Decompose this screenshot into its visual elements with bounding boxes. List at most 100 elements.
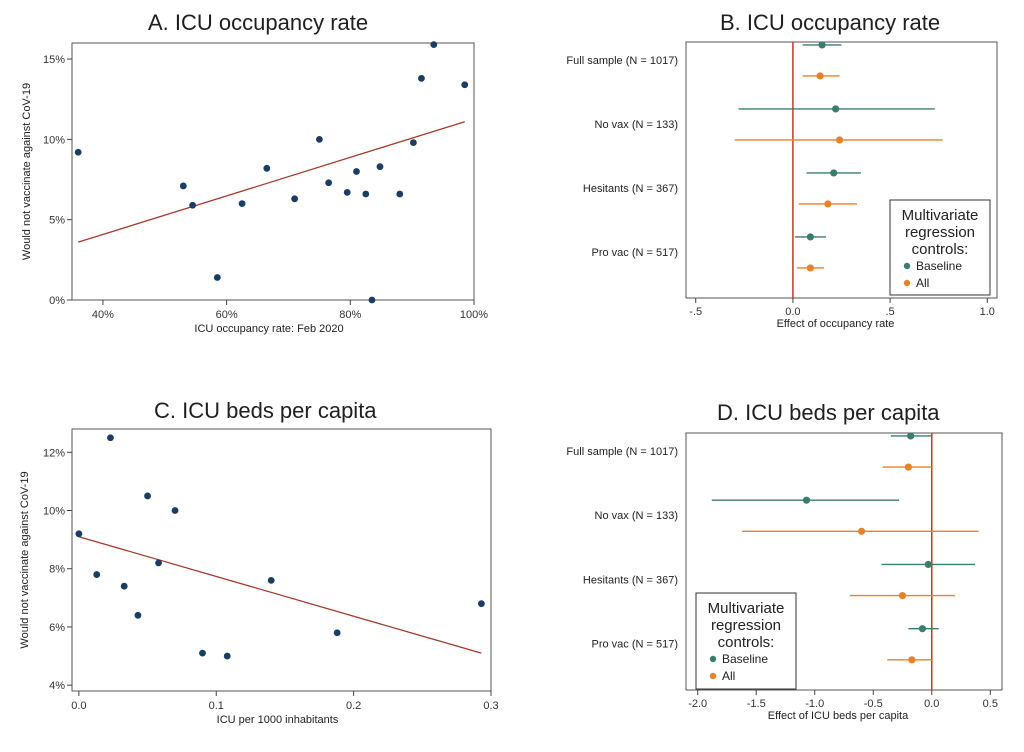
legend-marker — [709, 672, 717, 680]
data-point — [315, 135, 323, 143]
data-point — [333, 629, 341, 637]
y-tick-label: 6% — [49, 622, 65, 634]
y-tick-label: 0% — [49, 295, 65, 307]
group-label: No vax (N = 133) — [595, 510, 678, 522]
data-point — [291, 195, 299, 203]
plot-frame — [71, 428, 492, 692]
all-estimate — [904, 463, 912, 471]
y-axis-label: Would not vaccinate against CoV-19 — [21, 83, 33, 260]
x-tick-label: -1.5 — [747, 698, 766, 710]
data-point — [120, 582, 128, 590]
baseline-estimate — [924, 560, 932, 569]
data-point — [368, 296, 376, 304]
all-estimate — [816, 72, 824, 80]
plot-frame — [71, 42, 475, 301]
group-label: Full sample (N = 1017) — [566, 446, 678, 458]
legend-marker — [709, 655, 717, 663]
x-tick-label: 0.0 — [785, 306, 800, 318]
x-axis-label: ICU per 1000 inhabitants — [217, 714, 339, 726]
fit-line — [78, 536, 482, 654]
x-tick-label: 1.0 — [980, 306, 995, 318]
x-tick-label: -2.0 — [688, 698, 707, 710]
baseline-estimate — [832, 105, 840, 113]
panel-c: C. ICU beds per capita 4% 6% 8% 10% 12% 0.0 0.… — [0, 373, 512, 747]
data-point — [107, 434, 114, 442]
data-point — [238, 200, 246, 208]
x-tick-label: 0.0 — [71, 700, 86, 712]
legend-title: controls: — [718, 634, 775, 651]
panel-c-title: C. ICU beds per capita — [154, 398, 377, 423]
panel-b: B. ICU occupancy rate -.5 0.0 .5 1.0 Effect … — [512, 0, 1024, 373]
data-point — [477, 600, 485, 608]
legend-title: controls: — [912, 241, 969, 258]
legend-title: regression — [711, 617, 781, 634]
group-label: Hesitants (N = 367) — [583, 183, 678, 195]
panel-c-chart: 4% 6% 8% 10% 12% 0.0 0.1 0.2 0.3 ICU per 1000 inh… — [19, 428, 499, 726]
all-estimate — [898, 591, 907, 600]
x-axis-label: ICU occupancy rate: Feb 2020 — [194, 323, 343, 335]
data-point — [179, 182, 187, 190]
y-tick-label: 10% — [43, 506, 65, 518]
data-point — [155, 559, 162, 567]
panel-a-chart: 0% 5% 10% 15% 40% 60% 80% 100% ICU occupancy rat… — [21, 41, 488, 335]
plot-frame — [685, 41, 998, 299]
plot-frame — [685, 432, 1003, 691]
panel-b-title: B. ICU occupancy rate — [720, 10, 941, 35]
x-axis-label: Effect of occupancy rate — [777, 318, 895, 330]
baseline-estimate — [907, 432, 915, 440]
data-point — [409, 139, 417, 146]
x-tick-label: -.5 — [689, 306, 702, 318]
x-tick-label: 0.3 — [483, 700, 498, 712]
data-point — [199, 649, 206, 657]
y-axis-label: Would not vaccinate against CoV-19 — [19, 471, 31, 648]
baseline-estimate — [802, 496, 811, 504]
data-point — [418, 74, 425, 82]
panel-b-chart: -.5 0.0 .5 1.0 Effect of occupancy rate Full … — [566, 41, 998, 330]
legend-item: Baseline — [916, 259, 962, 273]
x-tick-label: .5 — [886, 306, 895, 318]
panel-d: D. ICU beds per capita -2.0 -1.5 -1.0 -0.5 0… — [512, 373, 1024, 747]
x-axis-label: Effect of ICU beds per capita — [768, 710, 909, 722]
x-tick-label: 40% — [92, 309, 114, 321]
data-point — [223, 652, 231, 660]
panel-a: A. ICU occupancy rate 0% 5% 10% 15% 40% 60% 80… — [0, 0, 512, 373]
fit-line — [77, 121, 465, 243]
data-point — [353, 168, 360, 175]
x-tick-label: -0.5 — [864, 698, 883, 710]
legend-marker — [903, 262, 911, 270]
data-point — [74, 148, 82, 156]
legend-item: All — [916, 276, 929, 290]
data-point — [93, 571, 101, 578]
x-tick-label: -1.0 — [805, 698, 824, 710]
x-tick-label: 0.1 — [209, 700, 224, 712]
x-tick-label: 0.2 — [346, 700, 361, 712]
data-point — [343, 188, 351, 196]
all-estimate — [857, 527, 866, 535]
data-point — [267, 576, 275, 584]
all-estimate — [806, 264, 814, 272]
x-tick-label: 100% — [460, 309, 488, 321]
legend-item: All — [722, 669, 735, 683]
data-point — [263, 164, 271, 172]
x-tick-label: 0.0 — [924, 698, 939, 710]
baseline-estimate — [818, 41, 826, 49]
x-tick-label: 80% — [339, 309, 361, 321]
legend-box — [889, 199, 991, 296]
data-point — [189, 201, 197, 209]
baseline-estimate — [918, 625, 927, 633]
data-point — [144, 492, 151, 500]
y-tick-label: 15% — [43, 54, 65, 66]
all-estimate — [835, 136, 844, 144]
data-point — [213, 274, 221, 281]
legend-item: Baseline — [722, 652, 768, 666]
group-label: Hesitants (N = 367) — [583, 574, 678, 586]
group-label: No vax (N = 133) — [595, 119, 678, 131]
data-point — [362, 190, 370, 198]
y-tick-label: 12% — [43, 447, 65, 459]
baseline-estimate — [830, 169, 838, 177]
panel-a-title: A. ICU occupancy rate — [148, 10, 369, 35]
group-label: Pro vac (N = 517) — [591, 639, 678, 651]
data-point — [171, 507, 179, 514]
panel-d-chart: -2.0 -1.5 -1.0 -0.5 0.0 0.5 Effect of ICU beds… — [566, 432, 1003, 722]
y-tick-label: 8% — [49, 564, 65, 576]
